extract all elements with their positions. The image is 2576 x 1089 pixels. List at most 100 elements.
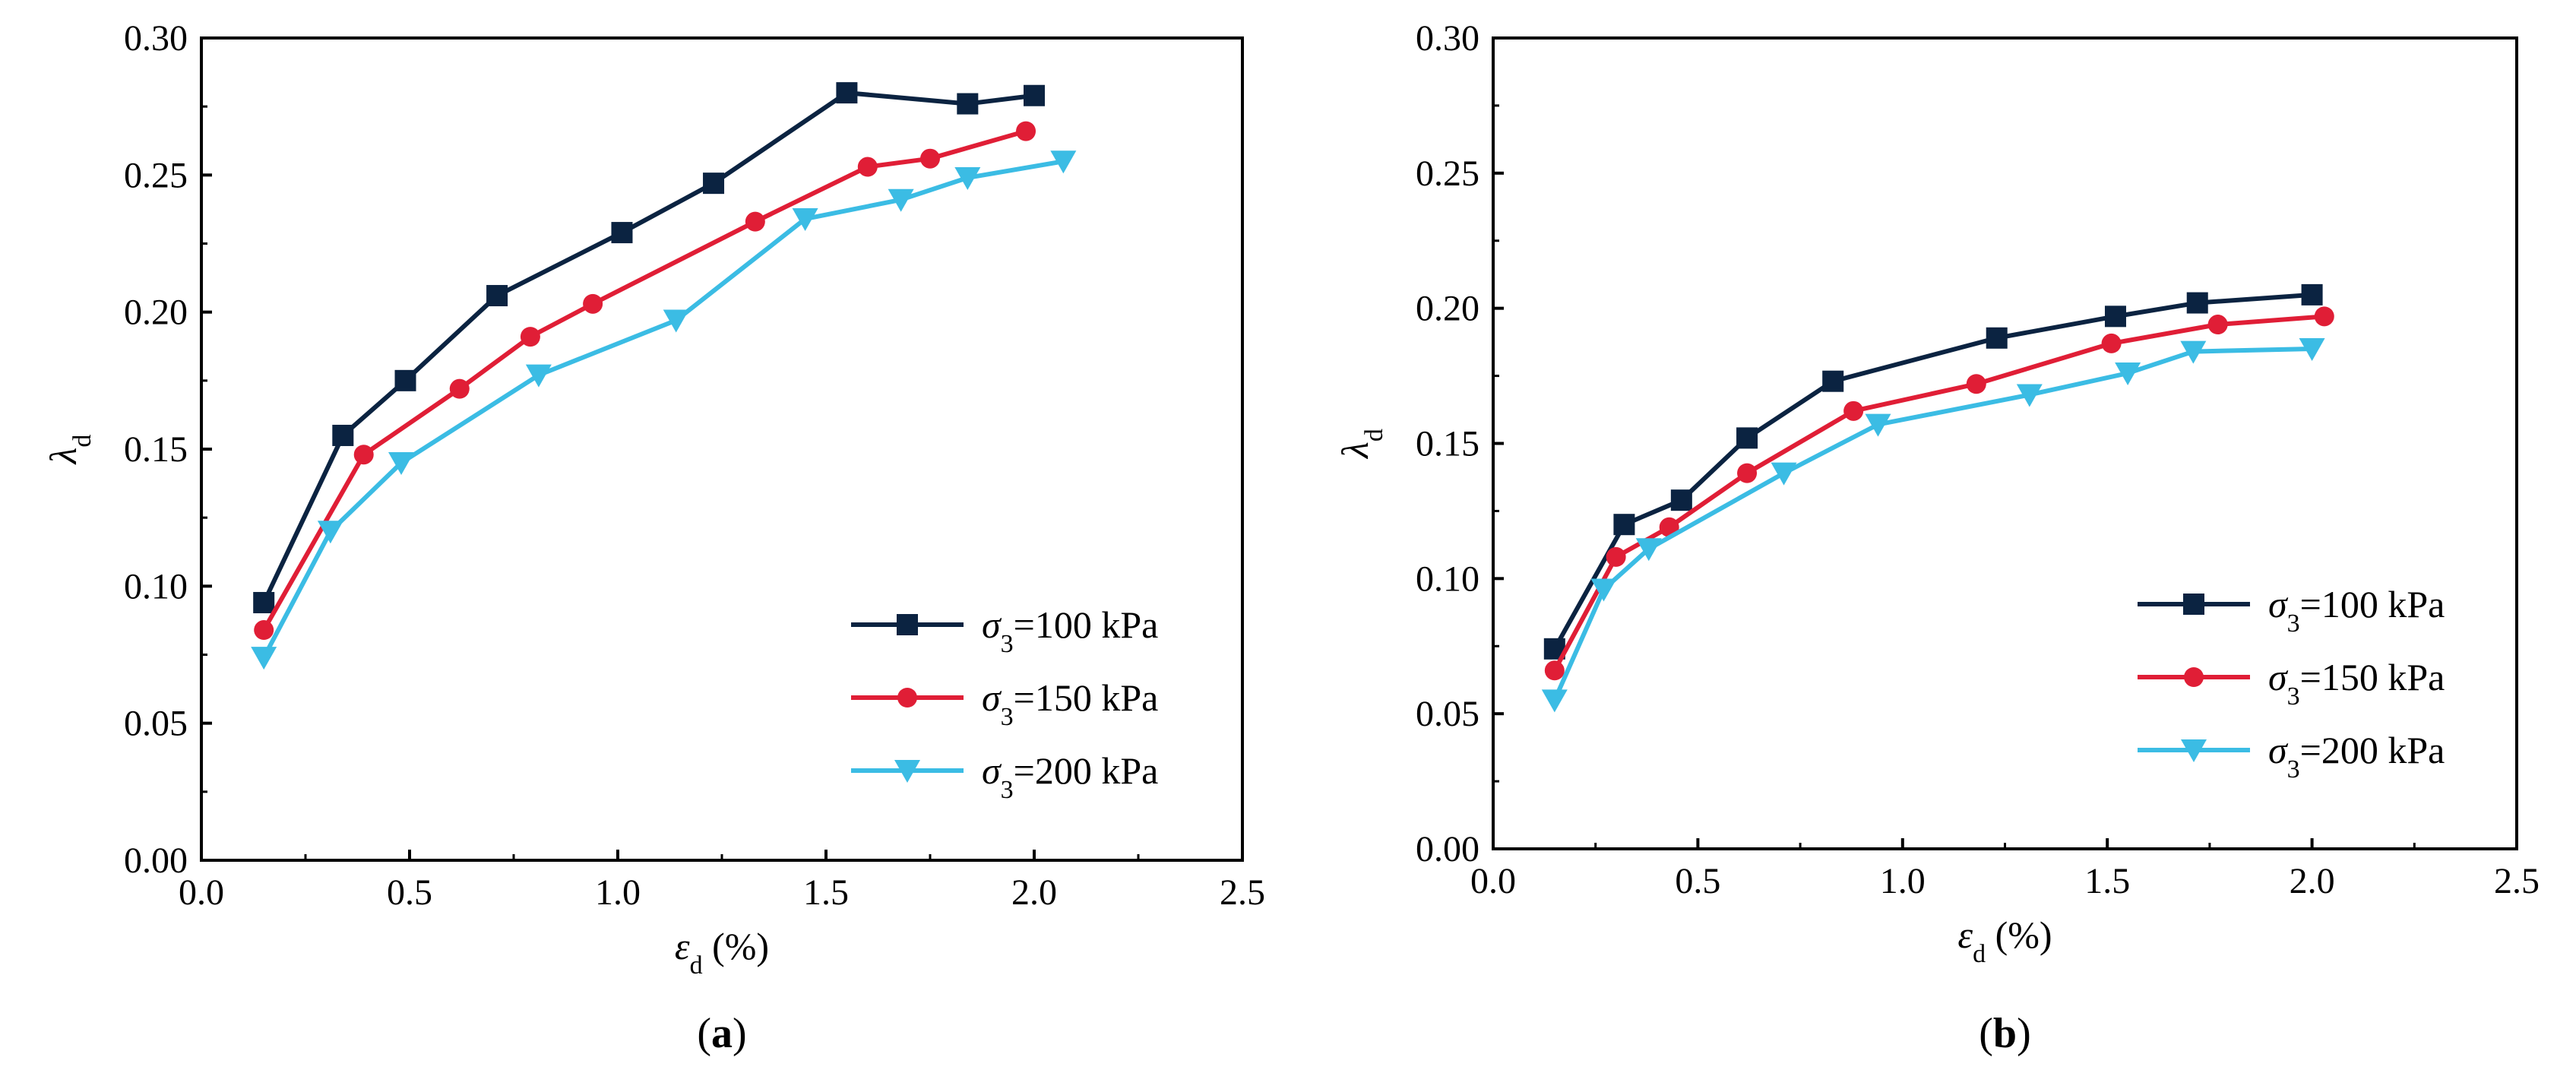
data-point xyxy=(394,369,416,391)
y-tick-label: 0.00 xyxy=(1416,829,1479,869)
y-tick-label: 0.30 xyxy=(124,18,188,59)
data-point xyxy=(1966,374,1986,394)
data-point xyxy=(2104,305,2126,328)
data-point xyxy=(388,452,415,476)
data-point xyxy=(1822,370,1844,392)
legend-marker xyxy=(2181,739,2207,762)
panel-label: (a) xyxy=(697,1010,746,1057)
data-point xyxy=(1865,413,1891,437)
y-tick-label: 0.25 xyxy=(124,155,188,195)
x-tick-label: 1.5 xyxy=(2084,861,2130,901)
legend-marker xyxy=(894,760,920,783)
data-point xyxy=(1635,538,1662,562)
data-point xyxy=(611,222,633,244)
y-tick-label: 0.30 xyxy=(1416,18,1479,59)
data-point xyxy=(525,364,552,388)
y-tick-label: 0.20 xyxy=(124,293,188,333)
x-axis-title: εd (%) xyxy=(675,925,769,980)
y-axis-title: λd xyxy=(1334,429,1388,460)
legend-label: σ3=150 kPa xyxy=(2268,656,2445,711)
legend-label: σ3=100 kPa xyxy=(982,603,1158,658)
data-point xyxy=(2016,384,2043,407)
data-point xyxy=(2180,340,2207,364)
series-line xyxy=(1552,314,2324,672)
data-point xyxy=(2186,292,2208,314)
legend-marker xyxy=(897,688,917,708)
x-tick-label: 0.5 xyxy=(1675,861,1720,901)
data-point xyxy=(253,591,275,613)
x-tick-label: 1.0 xyxy=(1880,861,1926,901)
data-point xyxy=(1670,489,1692,511)
legend-marker xyxy=(897,614,918,635)
x-tick-label: 0.0 xyxy=(179,872,224,913)
x-tick-label: 1.0 xyxy=(595,872,641,913)
data-point xyxy=(857,157,878,177)
data-point xyxy=(2314,306,2334,327)
series-line xyxy=(261,159,1064,659)
data-point xyxy=(792,208,818,232)
data-point xyxy=(703,173,725,195)
data-point xyxy=(1843,400,1864,421)
plot-frame xyxy=(1492,36,2518,850)
y-tick-label: 0.05 xyxy=(124,704,188,744)
x-tick-label: 2.0 xyxy=(2290,861,2335,901)
x-tick-label: 0.0 xyxy=(1470,861,1516,901)
y-tick-label: 0.10 xyxy=(1416,559,1479,599)
legend-label: σ3=200 kPa xyxy=(2268,729,2445,784)
legend-label: σ3=200 kPa xyxy=(982,749,1158,804)
legend: σ3=100 kPa σ3=150 kPa σ3=200 kPa xyxy=(851,603,1158,804)
data-point xyxy=(254,620,274,641)
series-3 xyxy=(1541,338,2325,713)
data-point xyxy=(1541,689,1568,713)
x-tick-label: 2.5 xyxy=(2494,861,2540,901)
series-2 xyxy=(254,121,1036,641)
data-point xyxy=(888,188,914,212)
series-3 xyxy=(251,150,1077,670)
data-point xyxy=(1544,660,1565,681)
data-point xyxy=(1050,150,1077,174)
data-point xyxy=(317,521,343,544)
series-line xyxy=(261,90,1035,604)
y-tick-label: 0.25 xyxy=(1416,154,1479,194)
data-point xyxy=(1606,546,1626,567)
data-point xyxy=(1737,463,1758,483)
data-point xyxy=(1590,578,1617,602)
data-point xyxy=(663,309,689,333)
series-1 xyxy=(1543,283,2323,660)
y-axis-title: λd xyxy=(42,435,97,466)
panel-label: (b) xyxy=(1979,1010,2030,1057)
y-tick-label: 0.20 xyxy=(1416,289,1479,329)
legend-marker xyxy=(2183,594,2204,615)
legend-marker xyxy=(2184,667,2204,687)
data-point xyxy=(1736,427,1758,449)
data-point xyxy=(745,211,765,232)
legend-label: σ3=150 kPa xyxy=(982,676,1158,731)
chart-panel-a: 0.0 0.5 1.0 1.5 2.0 2.5 0.00 0.05 0.10 0.15 0.20 0.… xyxy=(42,18,1265,1057)
x-tick-label: 2.0 xyxy=(1011,872,1057,913)
data-point xyxy=(2115,362,2141,386)
data-point xyxy=(251,647,277,670)
data-point xyxy=(2301,283,2323,305)
data-point xyxy=(957,93,979,115)
legend: σ3=100 kPa σ3=150 kPa σ3=200 kPa xyxy=(2138,583,2445,784)
data-point xyxy=(1016,121,1036,141)
series-2 xyxy=(1544,306,2334,681)
y-tick-label: 0.15 xyxy=(124,429,188,470)
data-point xyxy=(954,166,981,190)
data-point xyxy=(2101,333,2122,353)
data-point xyxy=(836,82,858,104)
x-tick-label: 2.5 xyxy=(1220,872,1265,913)
data-point xyxy=(583,293,603,314)
series-line xyxy=(261,128,1027,632)
data-point xyxy=(353,445,374,465)
data-point xyxy=(1771,462,1797,486)
y-tick-label: 0.05 xyxy=(1416,694,1479,734)
data-point xyxy=(332,424,354,446)
data-point xyxy=(1613,514,1635,536)
data-point xyxy=(920,148,940,169)
y-tick-label: 0.10 xyxy=(124,566,188,606)
data-point xyxy=(1024,84,1045,106)
data-point xyxy=(449,378,470,399)
data-point xyxy=(1986,327,2008,349)
